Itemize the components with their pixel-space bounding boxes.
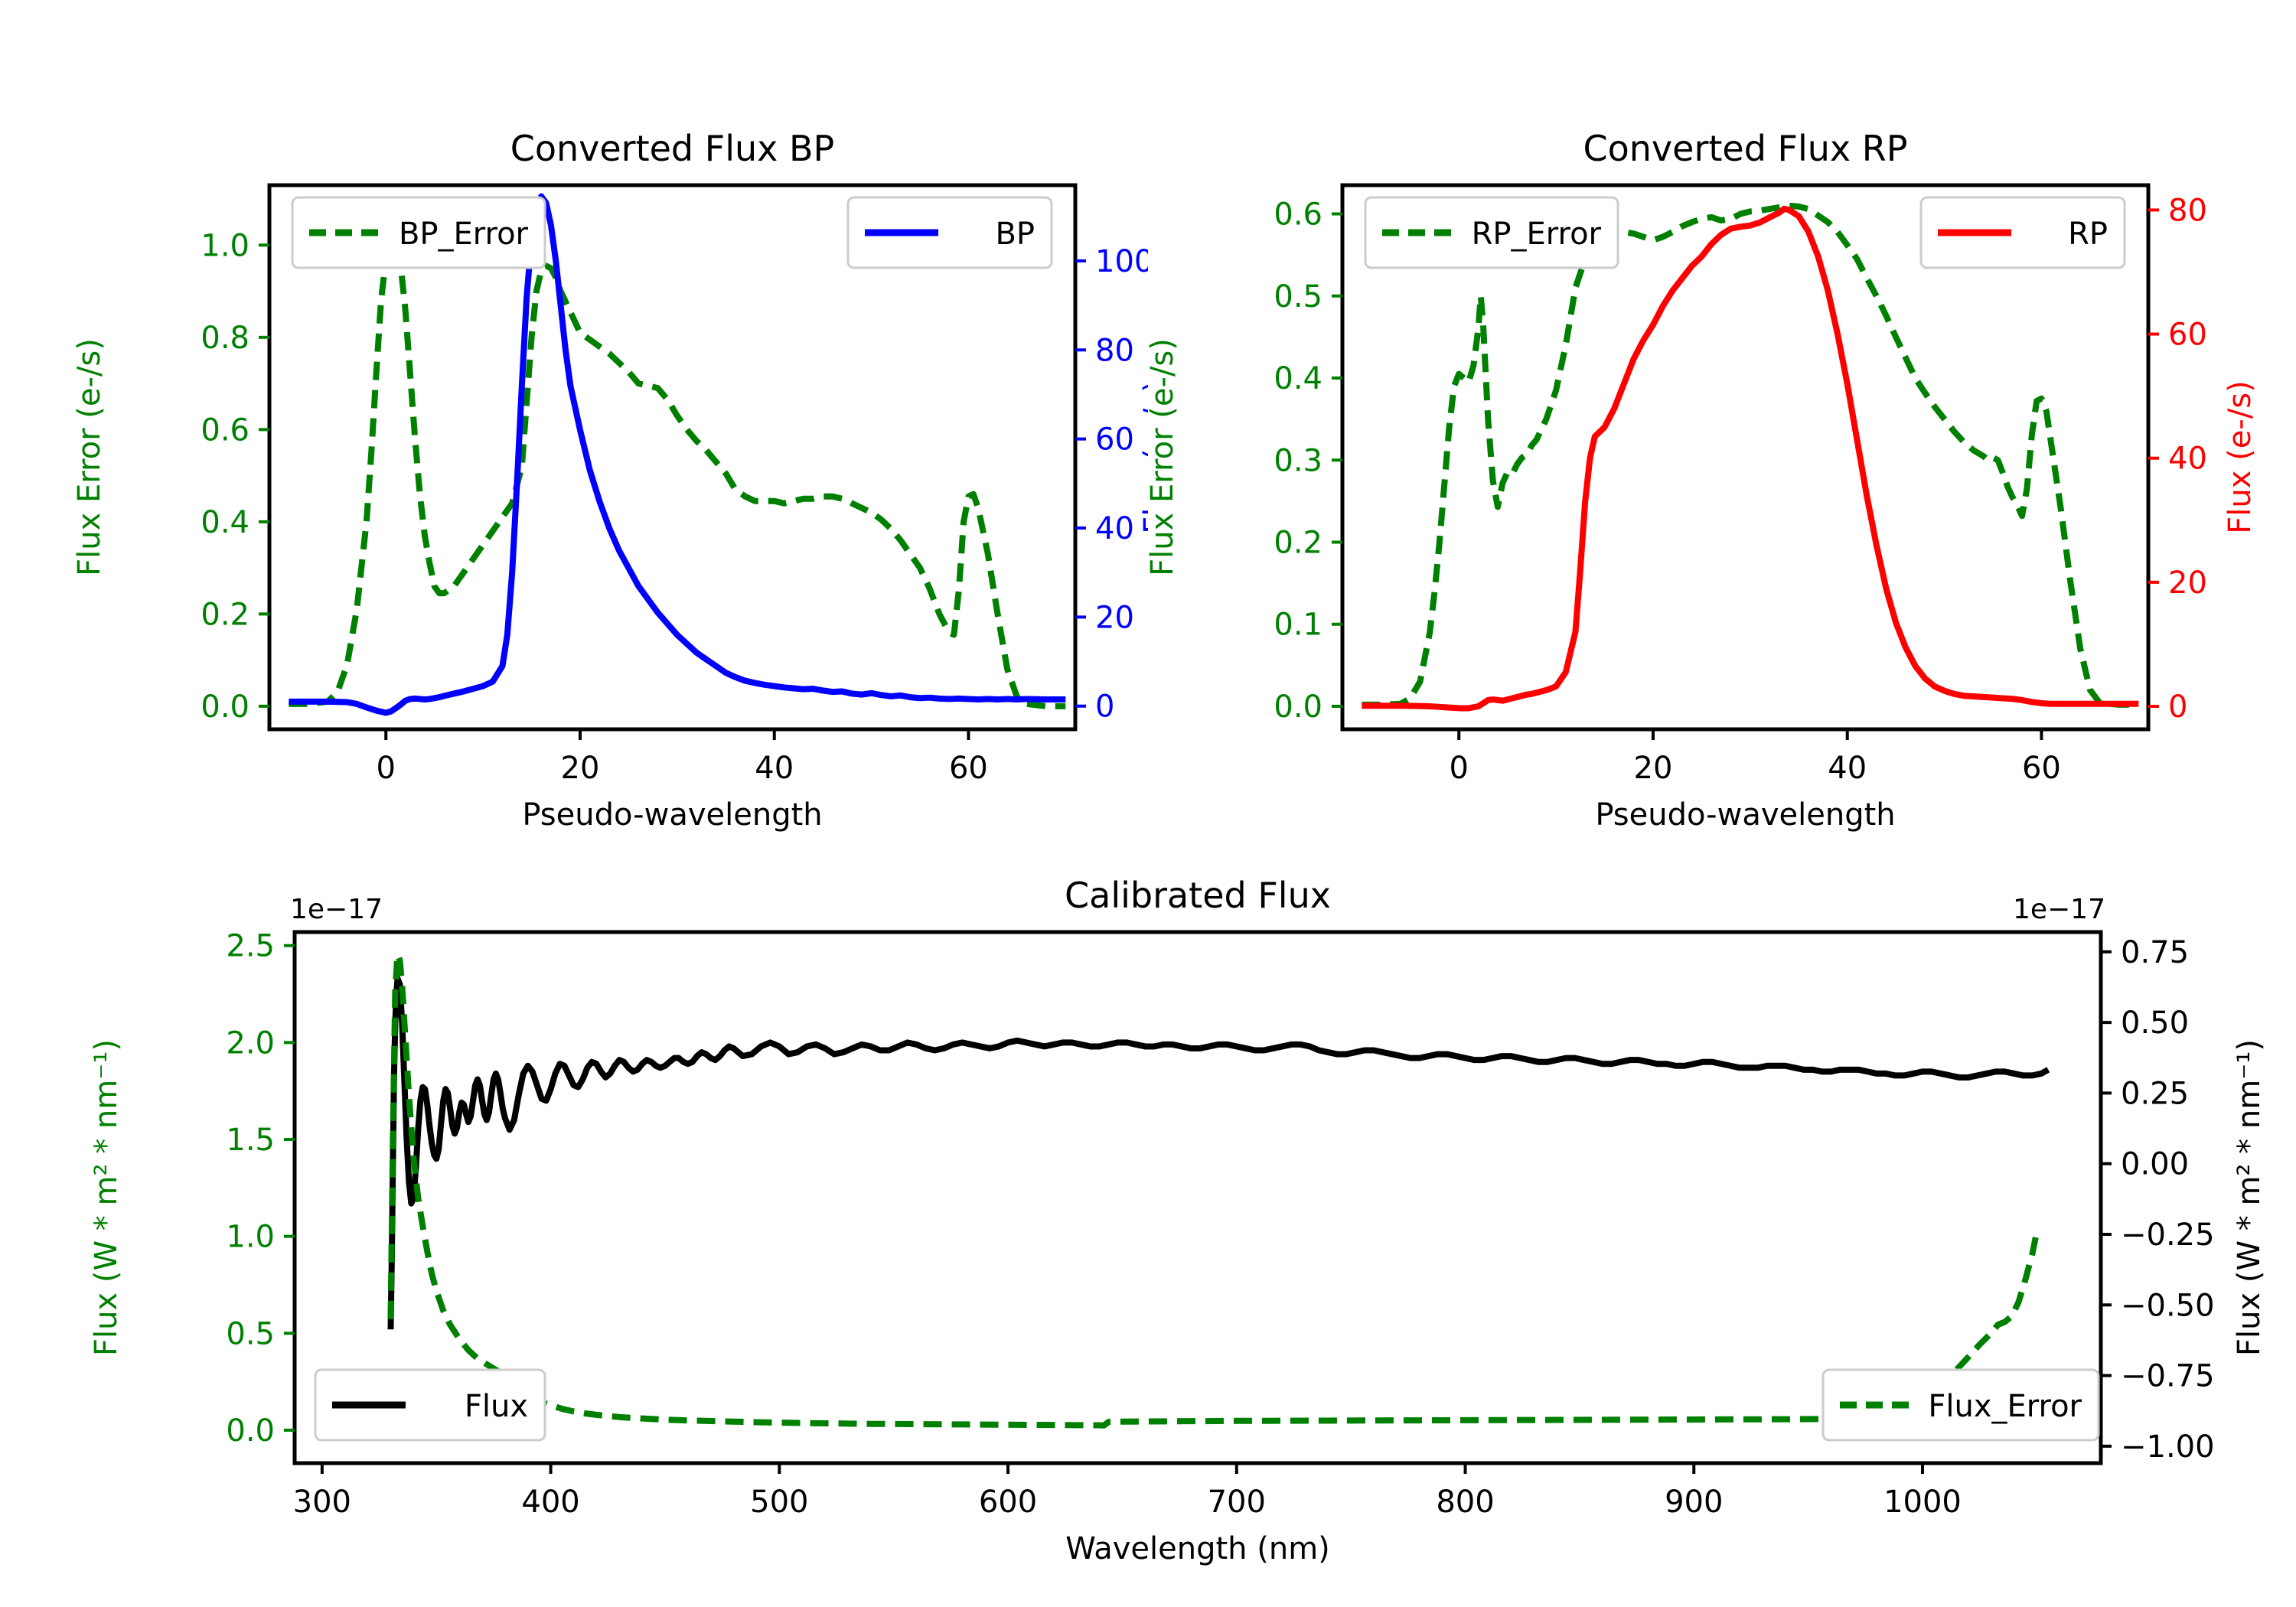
legend-calibrated-right[interactable]: Flux_Error [1821,1368,2100,1442]
axes-frame [292,930,2103,1465]
x-tick-label: 300 [293,1485,351,1520]
series-line-bp_error [289,242,1066,709]
legend-label: Flux [465,1389,528,1424]
x-tick-label: 700 [1208,1485,1266,1520]
left-y-axis-label: Flux Error (e-/s) [1145,338,1180,576]
chart-title: Converted Flux RP [1583,128,1908,169]
right-y-tick-label: 0.50 [2121,1006,2189,1041]
series-line-flux_error [387,951,2040,1429]
left-y-tick-label: 0.4 [201,505,249,540]
right-axis-offset-label: 1e−17 [2013,894,2105,925]
right-y-tick-label: 20 [1095,600,1134,635]
legend-rp-left[interactable]: RP_Error [1364,196,1619,269]
left-y-tick-label: 0.0 [1274,689,1322,725]
left-y-tick-label: 1.0 [226,1220,275,1255]
left-y-tick-label: 0.8 [201,321,249,356]
left-y-tick-label: 0.6 [1274,197,1322,233]
left-y-tick-label: 2.0 [226,1025,275,1061]
legend-bp-left[interactable]: BP_Error [291,196,546,269]
left-y-tick-label: 2.5 [226,929,275,964]
x-axis-label: Wavelength (nm) [1065,1531,1330,1566]
right-y-tick-label: 40 [1095,511,1134,546]
right-y-tick-label: 0.75 [2121,935,2189,970]
left-y-tick-label: 0.0 [201,689,249,725]
left-y-tick-label: 0.4 [1274,361,1322,396]
left-y-tick-label: 1.5 [226,1123,275,1158]
left-y-tick-label: 1.0 [201,228,249,263]
x-tick-label: 60 [949,751,988,786]
legend-bp-right[interactable]: BP [846,196,1053,269]
right-y-tick-label: −0.25 [2121,1217,2215,1253]
left-y-tick-label: 0.5 [1274,279,1322,315]
x-tick-label: 500 [750,1485,808,1520]
x-tick-label: 40 [755,751,794,786]
series-line-rp_error [1362,202,2139,708]
chart-bp: Converted Flux BP 0 20 40 60 Pseudo-wavelengt… [72,128,1148,833]
left-y-tick-label: 0.5 [226,1316,275,1351]
right-y-axis-label: Flux (e-/s) [1138,380,1148,533]
left-y-tick-label: 0.0 [226,1413,275,1449]
legend-calibrated-left[interactable]: Flux [314,1368,546,1442]
x-tick-label: 20 [561,751,600,786]
legend-label: RP [2068,217,2108,252]
right-y-tick-label: 60 [1095,422,1134,458]
left-y-tick-label: 0.3 [1274,443,1322,478]
right-y-tick-label: 40 [2168,442,2207,477]
right-y-tick-label: 100 [1095,244,1148,279]
right-y-tick-label: 60 [2168,318,2207,353]
left-y-tick-label: 0.2 [201,597,249,632]
x-tick-label: 40 [1828,751,1867,786]
x-tick-label: 60 [2022,751,2061,786]
left-y-tick-label: 0.1 [1274,608,1322,643]
series-line-flux [387,975,2050,1330]
right-y-tick-label: 0 [1095,689,1114,725]
right-y-tick-label: 80 [1095,333,1134,368]
left-axis-offset-label: 1e−17 [290,894,383,925]
chart-title: Calibrated Flux [1065,875,1331,916]
legend-label: BP_Error [399,217,529,252]
right-y-tick-label: 20 [2168,566,2207,601]
right-y-tick-label: −0.75 [2121,1359,2215,1394]
right-y-tick-label: 80 [2168,193,2207,228]
x-tick-label: 20 [1634,751,1673,786]
x-axis-label: Pseudo-wavelength [522,797,822,833]
x-tick-label: 400 [521,1485,579,1520]
right-y-tick-label: −0.50 [2121,1288,2215,1323]
series-line-bp [289,193,1066,716]
chart-rp: Converted Flux RP 0 20 40 60 Pseudo-wavelengt… [1145,128,2258,833]
left-y-axis-label: Flux (W * m² * nm⁻¹) [89,1039,124,1356]
x-tick-label: 0 [1450,751,1469,786]
left-y-tick-label: 0.6 [201,412,249,448]
panel-converted-flux-bp: Converted Flux BP 0 20 40 60 Pseudo-wavelengt… [0,61,1148,834]
x-tick-label: 1000 [1883,1485,1962,1520]
x-tick-label: 600 [979,1485,1037,1520]
left-y-tick-label: 0.2 [1274,525,1322,560]
right-y-tick-label: 0.25 [2121,1076,2189,1111]
right-y-axis-label: Flux (W * m² * nm⁻¹) [2232,1039,2267,1356]
x-tick-label: 900 [1665,1485,1723,1520]
series-line-rp [1362,205,2139,712]
legend-rp-right[interactable]: RP [1919,196,2126,269]
right-y-tick-label: −1.00 [2121,1429,2215,1465]
panel-converted-flux-rp: Converted Flux RP 0 20 40 60 Pseudo-wavelengt… [1071,61,2296,834]
panel-calibrated-flux: Calibrated Flux 1e−17 1e−17 300 400 500 600 700… [0,834,2296,1607]
legend-label: Flux_Error [1928,1389,2082,1424]
x-tick-label: 0 [377,751,396,786]
legend-label: BP [995,217,1035,252]
left-y-axis-label: Flux Error (e-/s) [72,338,107,576]
right-y-tick-label: 0 [2168,689,2187,725]
axes-frame [267,183,1078,732]
right-y-axis-label: Flux (e-/s) [2223,380,2258,533]
x-tick-label: 800 [1436,1485,1494,1520]
x-axis-label: Pseudo-wavelength [1595,797,1895,833]
right-y-tick-label: 0.00 [2121,1147,2189,1182]
chart-title: Converted Flux BP [510,128,835,169]
chart-calibrated: Calibrated Flux 1e−17 1e−17 300 400 500 600 700… [89,875,2267,1566]
legend-label: RP_Error [1472,217,1602,252]
